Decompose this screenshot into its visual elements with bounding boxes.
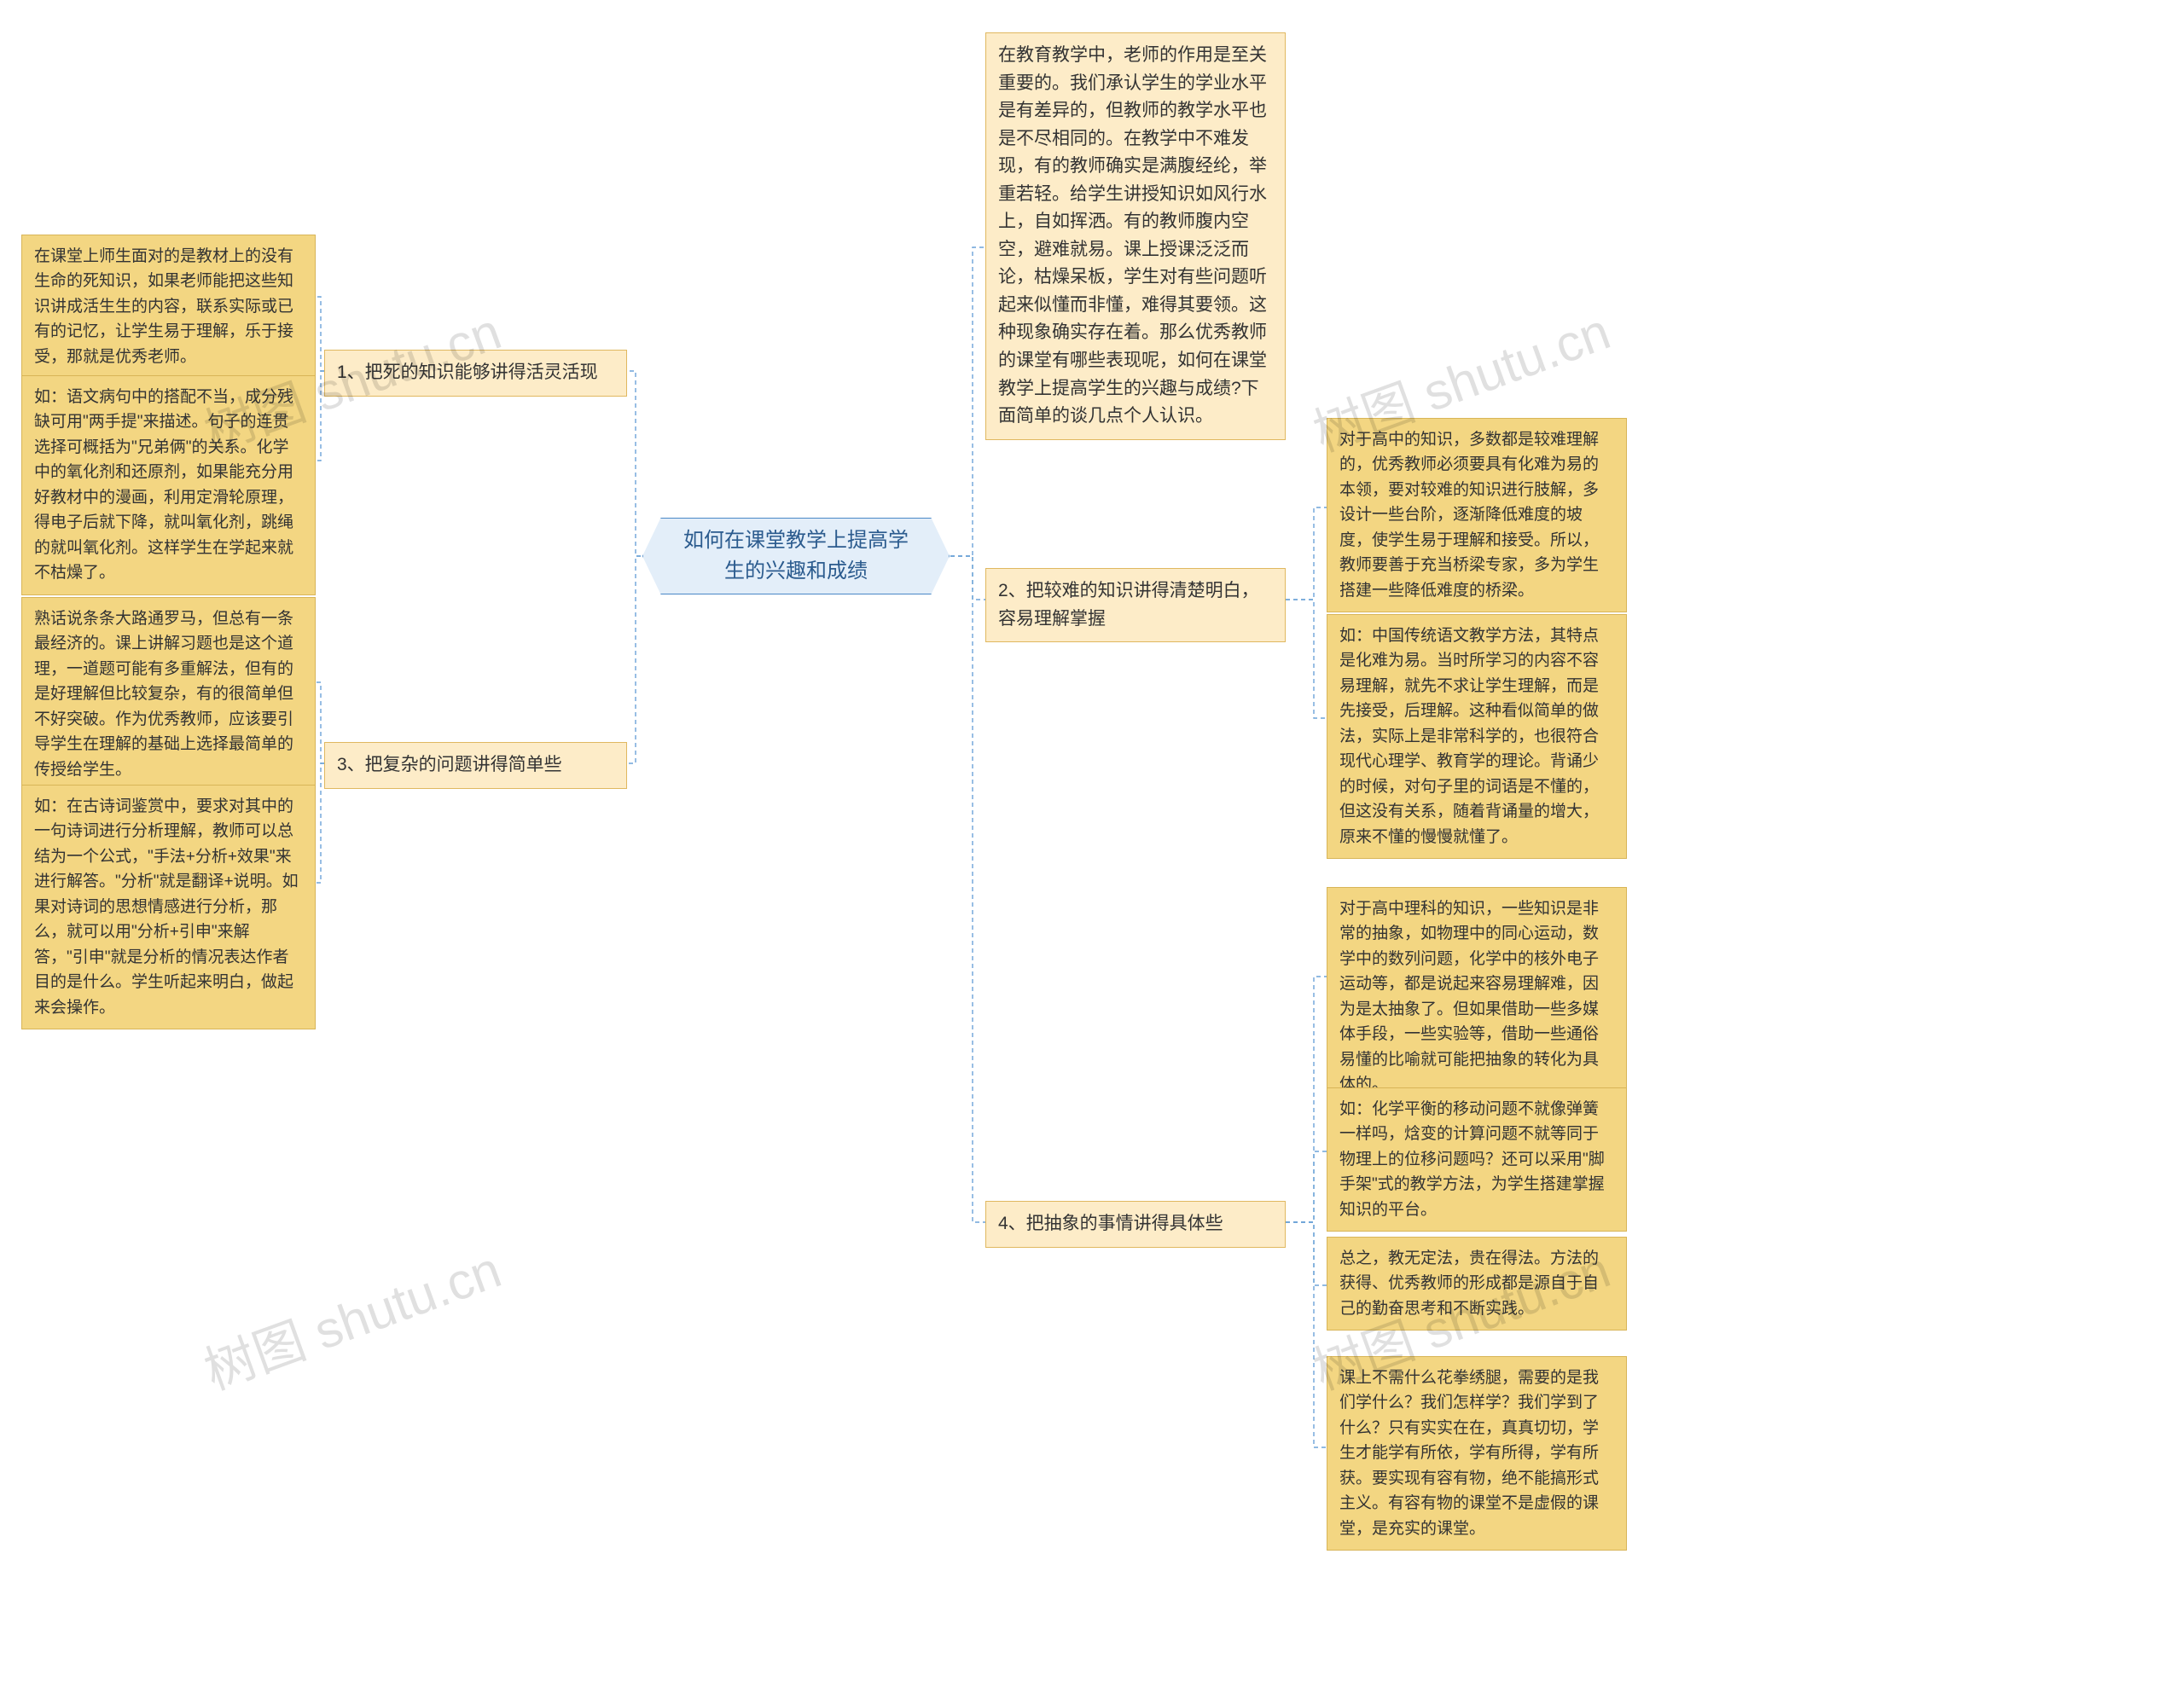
branch-3-detail-1-text: 如：在古诗词鉴赏中，要求对其中的一句诗词进行分析理解，教师可以总结为一个公式，"…	[34, 797, 299, 1017]
branch-4-detail-3: 课上不需什么花拳绣腿，需要的是我们学什么？我们怎样学？我们学到了什么？只有实实在…	[1327, 1356, 1627, 1551]
intro-text: 在教育教学中，老师的作用是至关重要的。我们承认学生的学业水平是有差异的，但教师的…	[998, 45, 1267, 426]
watermark: 树图 shutu.cn	[193, 1228, 509, 1404]
branch-3-detail-0-text: 熟话说条条大路通罗马，但总有一条最经济的。课上讲解习题也是这个道理，一道题可能有…	[34, 610, 293, 779]
branch-1-detail-0-text: 在课堂上师生面对的是教材上的没有生命的死知识，如果老师能把这些知识讲成活生生的内…	[34, 247, 293, 366]
branch-4-detail-2: 总之，教无定法，贵在得法。方法的获得、优秀教师的形成都是源自于自己的勤奋思考和不…	[1327, 1237, 1627, 1331]
branch-4-detail-0-text: 对于高中理科的知识，一些知识是非常的抽象，如物理中的同心运动，数学中的数列问题，…	[1339, 900, 1599, 1093]
center-node-text: 如何在课堂教学上提高学生的兴趣和成绩	[683, 525, 909, 587]
branch-2: 2、把较难的知识讲得清楚明白，容易理解掌握	[985, 568, 1286, 642]
branch-2-detail-0: 对于高中的知识，多数都是较难理解的，优秀教师必须要具有化难为易的本领，要对较难的…	[1327, 418, 1627, 612]
branch-2-label: 2、把较难的知识讲得清楚明白，容易理解掌握	[998, 581, 1259, 629]
branch-4: 4、把抽象的事情讲得具体些	[985, 1201, 1286, 1248]
branch-2-detail-1: 如：中国传统语文教学方法，其特点是化难为易。当时所学习的内容不容易理解，就先不求…	[1327, 614, 1627, 859]
branch-4-detail-0: 对于高中理科的知识，一些知识是非常的抽象，如物理中的同心运动，数学中的数列问题，…	[1327, 887, 1627, 1107]
branch-3-detail-0: 熟话说条条大路通罗马，但总有一条最经济的。课上讲解习题也是这个道理，一道题可能有…	[21, 597, 316, 791]
branch-4-label: 4、把抽象的事情讲得具体些	[998, 1214, 1223, 1233]
intro-node: 在教育教学中，老师的作用是至关重要的。我们承认学生的学业水平是有差异的，但教师的…	[985, 32, 1286, 440]
branch-2-detail-0-text: 对于高中的知识，多数都是较难理解的，优秀教师必须要具有化难为易的本领，要对较难的…	[1339, 431, 1599, 600]
branch-4-detail-2-text: 总之，教无定法，贵在得法。方法的获得、优秀教师的形成都是源自于自己的勤奋思考和不…	[1339, 1249, 1599, 1318]
branch-2-detail-1-text: 如：中国传统语文教学方法，其特点是化难为易。当时所学习的内容不容易理解，就先不求…	[1339, 627, 1599, 846]
branch-1-detail-1-text: 如：语文病句中的搭配不当，成分残缺可用"两手提"来描述。句子的连贯选择可概括为"…	[34, 388, 293, 582]
branch-3: 3、把复杂的问题讲得简单些	[324, 742, 627, 789]
branch-3-label: 3、把复杂的问题讲得简单些	[337, 755, 562, 774]
branch-1-detail-1: 如：语文病句中的搭配不当，成分残缺可用"两手提"来描述。句子的连贯选择可概括为"…	[21, 375, 316, 595]
center-node: 如何在课堂教学上提高学生的兴趣和成绩	[642, 518, 950, 594]
branch-1-detail-0: 在课堂上师生面对的是教材上的没有生命的死知识，如果老师能把这些知识讲成活生生的内…	[21, 235, 316, 379]
branch-4-detail-3-text: 课上不需什么花拳绣腿，需要的是我们学什么？我们怎样学？我们学到了什么？只有实实在…	[1339, 1369, 1599, 1538]
branch-1: 1、把死的知识能够讲得活灵活现	[324, 350, 627, 397]
branch-3-detail-1: 如：在古诗词鉴赏中，要求对其中的一句诗词进行分析理解，教师可以总结为一个公式，"…	[21, 785, 316, 1029]
branch-4-detail-1-text: 如：化学平衡的移动问题不就像弹簧一样吗，焓变的计算问题不就等同于物理上的位移问题…	[1339, 1100, 1605, 1219]
branch-1-label: 1、把死的知识能够讲得活灵活现	[337, 362, 598, 382]
branch-4-detail-1: 如：化学平衡的移动问题不就像弹簧一样吗，焓变的计算问题不就等同于物理上的位移问题…	[1327, 1087, 1627, 1232]
